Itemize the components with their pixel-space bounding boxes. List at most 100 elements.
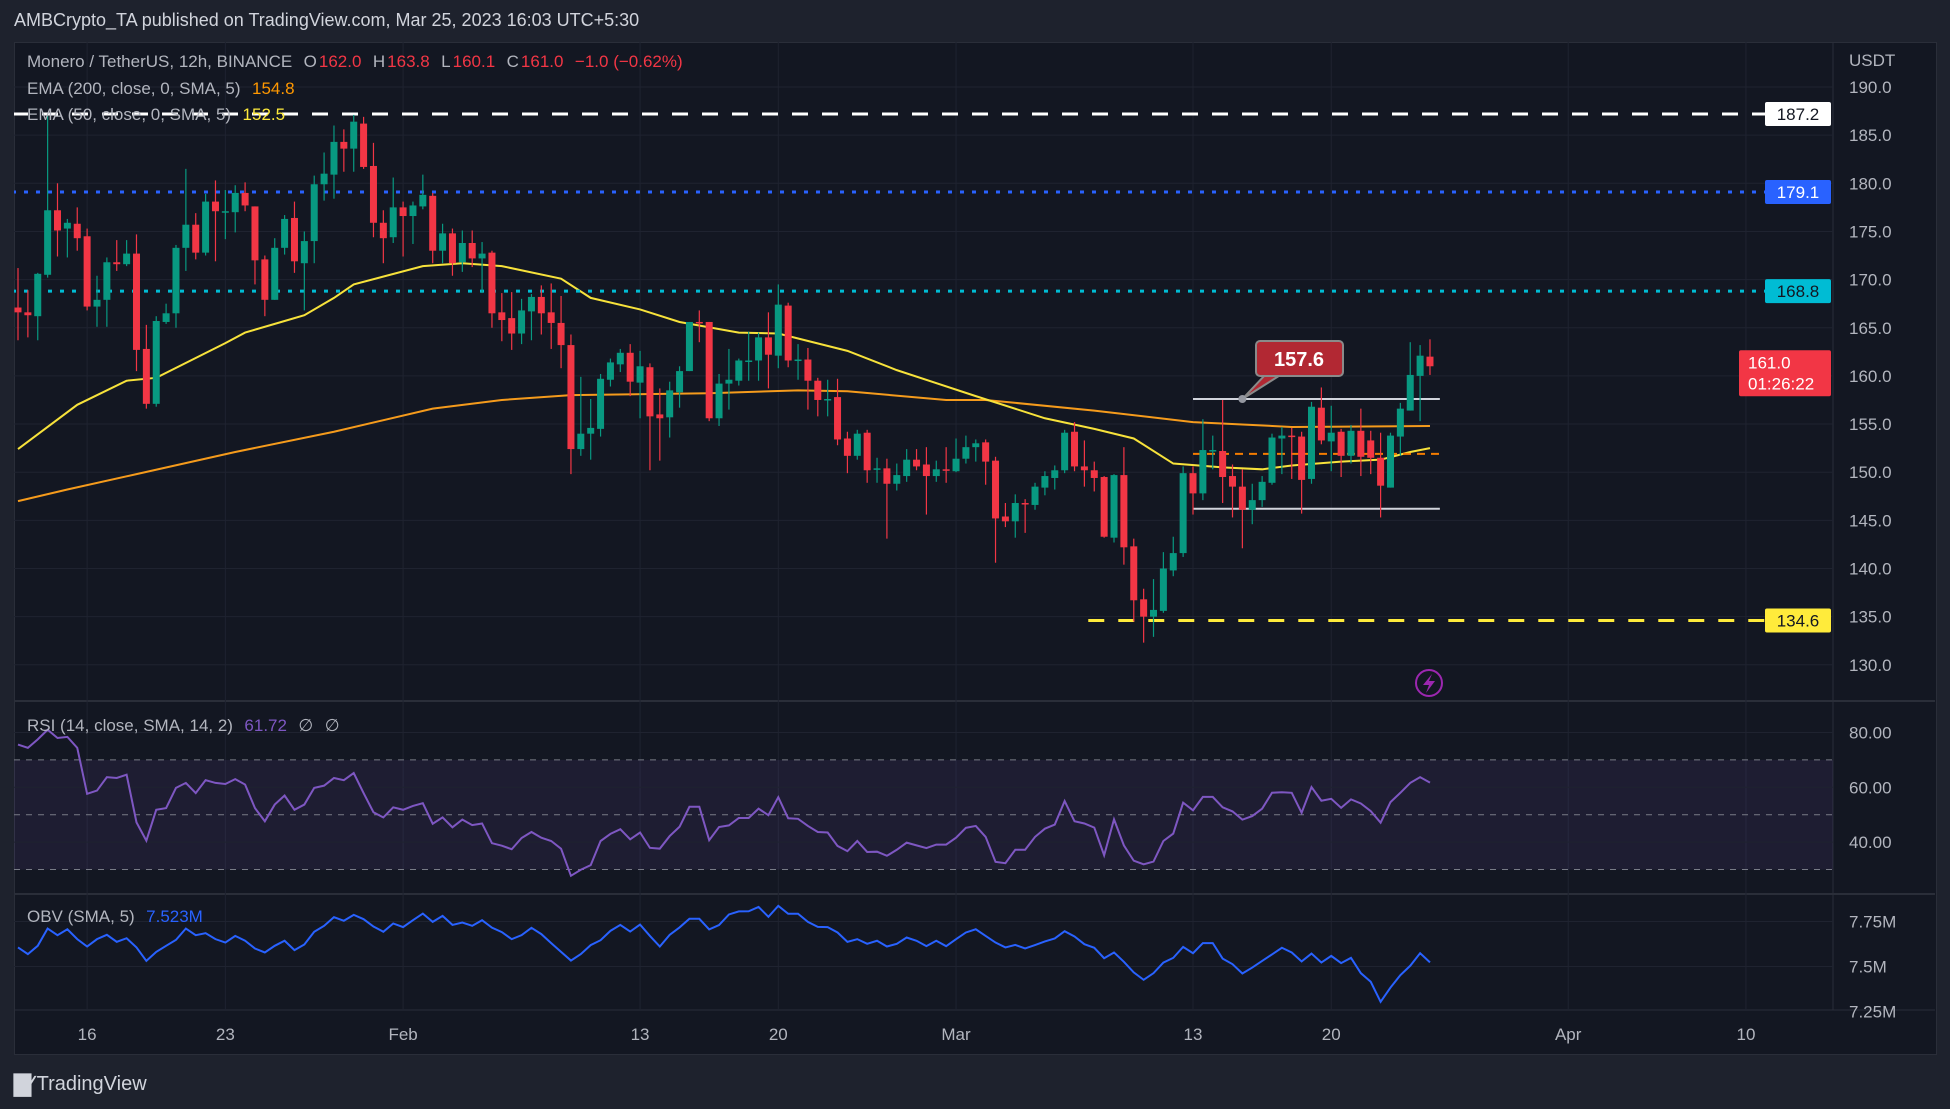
- candle[interactable]: [755, 332, 763, 381]
- candle[interactable]: [162, 303, 170, 324]
- candle[interactable]: [952, 438, 960, 473]
- lightning-bolt-icon[interactable]: [1415, 669, 1443, 697]
- obv-legend[interactable]: OBV (SMA, 5) 7.523M: [27, 907, 205, 927]
- candle[interactable]: [903, 449, 911, 482]
- price-tag[interactable]: [1765, 608, 1831, 633]
- candle[interactable]: [113, 240, 121, 271]
- candle[interactable]: [705, 321, 713, 422]
- candle[interactable]: [764, 312, 772, 389]
- candle[interactable]: [93, 275, 101, 327]
- candle[interactable]: [824, 379, 832, 417]
- candle[interactable]: [626, 344, 634, 397]
- candle[interactable]: [814, 377, 822, 417]
- candle[interactable]: [1357, 408, 1365, 477]
- candle[interactable]: [863, 429, 871, 483]
- candle[interactable]: [1258, 476, 1266, 507]
- candle[interactable]: [1031, 482, 1039, 510]
- candle[interactable]: [63, 218, 71, 258]
- candle[interactable]: [1347, 425, 1355, 464]
- candle[interactable]: [488, 250, 496, 328]
- candle[interactable]: [1051, 465, 1059, 490]
- candle[interactable]: [1317, 387, 1325, 445]
- candle[interactable]: [873, 457, 881, 483]
- candle[interactable]: [123, 240, 131, 267]
- candle[interactable]: [1229, 464, 1237, 518]
- candle[interactable]: [1406, 342, 1414, 411]
- candle[interactable]: [1080, 440, 1088, 487]
- candle[interactable]: [73, 207, 81, 251]
- candle[interactable]: [962, 435, 970, 464]
- callout-box[interactable]: [1255, 340, 1344, 377]
- candle[interactable]: [83, 228, 91, 311]
- candle[interactable]: [1061, 429, 1069, 474]
- candle[interactable]: [1041, 471, 1049, 496]
- candle[interactable]: [1337, 428, 1345, 478]
- candle[interactable]: [419, 174, 427, 210]
- candle[interactable]: [794, 344, 802, 380]
- candle[interactable]: [834, 378, 842, 446]
- candle[interactable]: [24, 290, 32, 338]
- price-tag[interactable]: [1765, 279, 1831, 304]
- time-axis-label[interactable]: 13: [631, 1025, 650, 1044]
- candle[interactable]: [1100, 476, 1108, 538]
- candle[interactable]: [172, 244, 180, 328]
- candle[interactable]: [498, 293, 506, 342]
- candle[interactable]: [557, 295, 565, 369]
- candle[interactable]: [44, 115, 52, 278]
- candle[interactable]: [784, 302, 792, 368]
- candle[interactable]: [883, 458, 891, 539]
- time-axis-label[interactable]: Feb: [388, 1025, 417, 1044]
- candle[interactable]: [211, 180, 219, 262]
- candle[interactable]: [567, 334, 575, 475]
- candle[interactable]: [676, 366, 684, 408]
- candle[interactable]: [577, 376, 585, 456]
- candle[interactable]: [587, 399, 595, 460]
- price-tag[interactable]: [1765, 179, 1831, 204]
- price-tag[interactable]: [1765, 101, 1831, 126]
- candle[interactable]: [142, 324, 150, 409]
- obv-line[interactable]: [17, 904, 1431, 1004]
- candle[interactable]: [132, 234, 140, 372]
- candle[interactable]: [448, 228, 456, 276]
- candle[interactable]: [695, 310, 703, 343]
- candle[interactable]: [379, 210, 387, 264]
- ema50-line[interactable]: [17, 262, 1431, 471]
- candle[interactable]: [843, 431, 851, 474]
- candle[interactable]: [1238, 469, 1246, 549]
- candle[interactable]: [14, 268, 22, 341]
- candle[interactable]: [241, 182, 249, 212]
- candle[interactable]: [1140, 588, 1148, 643]
- candle[interactable]: [853, 429, 861, 460]
- candle[interactable]: [103, 257, 111, 327]
- candle[interactable]: [1120, 447, 1128, 565]
- candle[interactable]: [1298, 431, 1306, 514]
- candle[interactable]: [409, 201, 417, 244]
- candle[interactable]: [429, 192, 437, 264]
- time-axis-label[interactable]: 23: [216, 1025, 235, 1044]
- candle[interactable]: [685, 321, 693, 372]
- candle[interactable]: [360, 116, 368, 169]
- candle[interactable]: [1189, 466, 1197, 515]
- ema200-legend[interactable]: EMA (200, close, 0, SMA, 5) 154.8: [27, 79, 297, 99]
- candle[interactable]: [1248, 483, 1256, 525]
- candle[interactable]: [972, 439, 980, 462]
- candle[interactable]: [1209, 435, 1217, 470]
- candle[interactable]: [458, 230, 466, 272]
- candle[interactable]: [350, 114, 358, 172]
- candle[interactable]: [231, 185, 239, 233]
- candle[interactable]: [34, 272, 42, 341]
- candle[interactable]: [399, 201, 407, 257]
- time-axis-label[interactable]: 20: [769, 1025, 788, 1044]
- candle[interactable]: [281, 215, 289, 255]
- candle[interactable]: [1090, 461, 1098, 492]
- symbol-title[interactable]: Monero / TetherUS, 12h, BINANCE: [27, 52, 293, 71]
- candle[interactable]: [1021, 499, 1029, 533]
- candle[interactable]: [656, 388, 664, 461]
- candle[interactable]: [932, 460, 940, 482]
- candle[interactable]: [300, 231, 308, 311]
- candle[interactable]: [310, 175, 318, 264]
- candle[interactable]: [547, 283, 555, 349]
- candle[interactable]: [804, 347, 812, 410]
- last-price-tag[interactable]: [1739, 350, 1831, 397]
